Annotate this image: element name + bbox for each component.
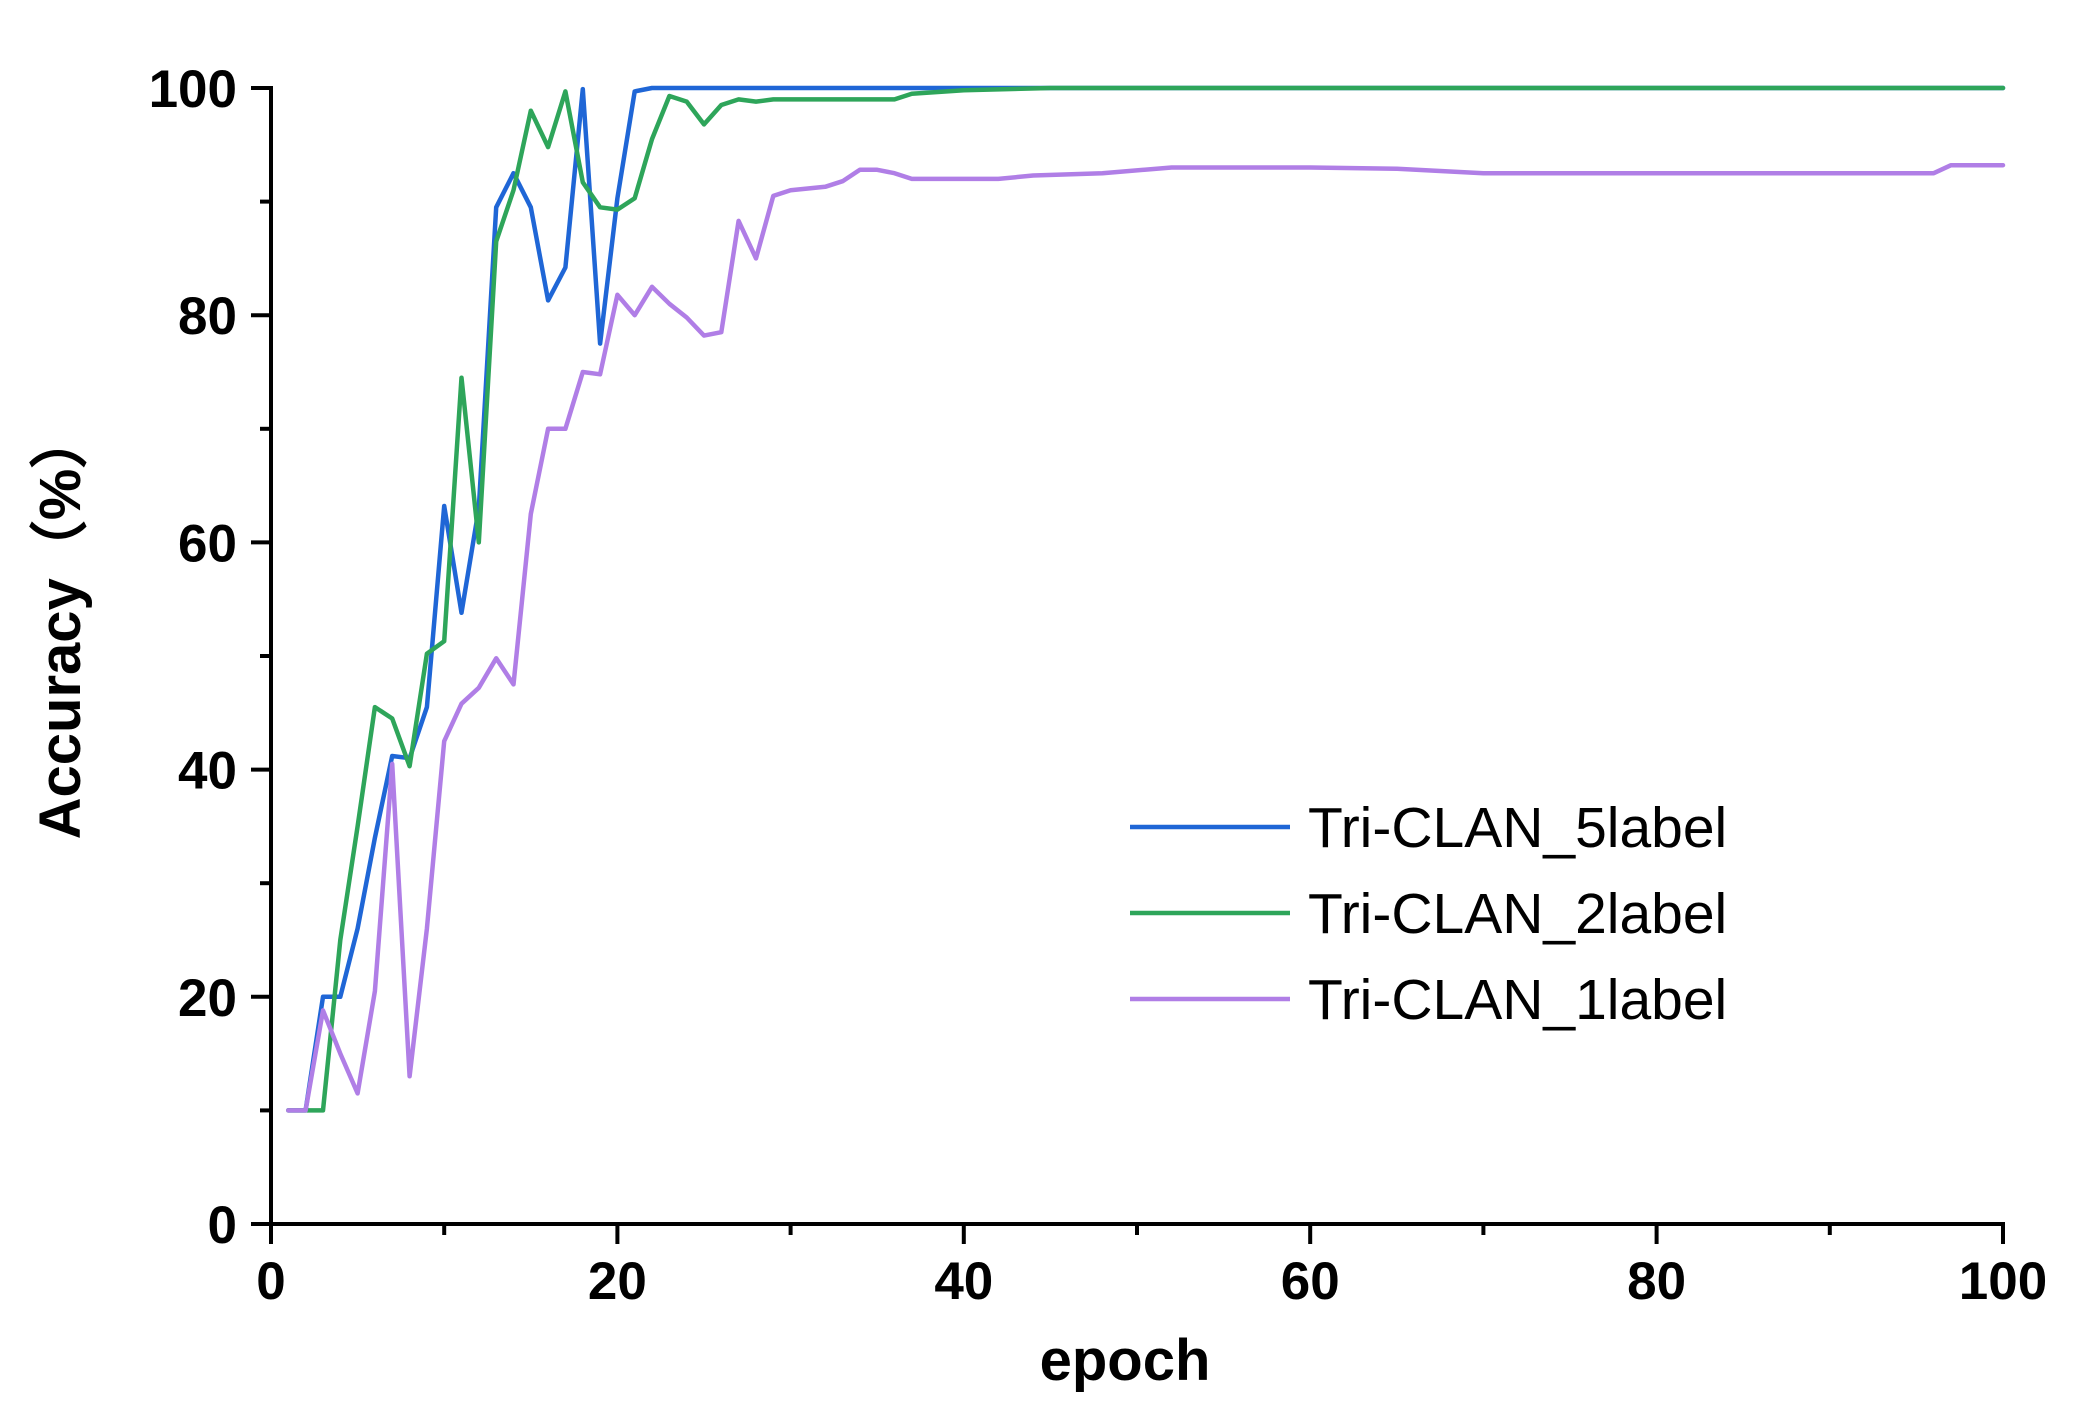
y-tick-label: 60 [178,514,237,573]
x-tick-label: 40 [934,1252,993,1311]
y-tick-label: 20 [178,969,237,1028]
x-tick-label: 0 [256,1252,285,1311]
legend: Tri-CLAN_5label Tri-CLAN_2label Tri-CLAN_1… [1130,796,1727,1032]
y-tick-label: 0 [208,1196,237,1255]
x-axis-title: epoch [1040,1328,1211,1393]
y-tick-label: 100 [149,60,237,119]
x-tick-label: 60 [1281,1252,1340,1311]
series-line-1 [286,85,2006,1113]
tick-marks [251,86,2005,1244]
y-tick-label: 40 [178,742,237,801]
x-tick-label: 20 [588,1252,647,1311]
series-line-2 [286,85,2006,1113]
x-tick-label: 100 [1959,1252,2047,1311]
tick-labels: 0 20 40 60 80 100 0 20 40 60 80 100 [149,60,2048,1311]
legend-label-2: Tri-CLAN_2label [1308,882,1727,946]
series-layer [286,85,2006,1113]
series-line-3 [286,162,2006,1113]
legend-label-3: Tri-CLAN_1label [1308,968,1727,1032]
axes [269,86,2005,1226]
y-axis-title: Accuracy（%） [28,411,93,840]
x-tick-label: 80 [1627,1252,1686,1311]
legend-label-1: Tri-CLAN_5label [1308,796,1727,860]
y-tick-label: 80 [178,287,237,346]
